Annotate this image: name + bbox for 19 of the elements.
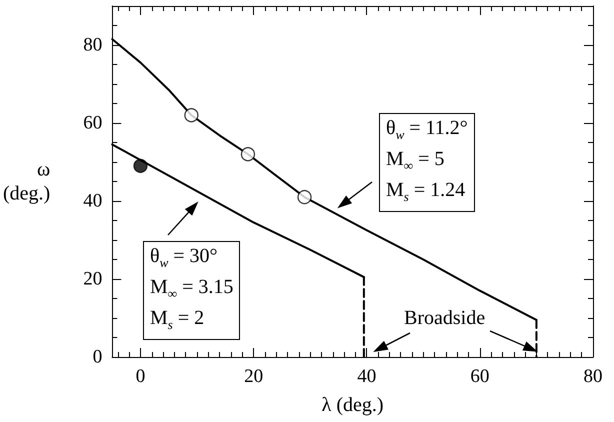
y-tick-label: 20 bbox=[83, 268, 102, 290]
y-axis-title: ω (deg.) bbox=[2, 158, 50, 204]
point bbox=[184, 108, 198, 122]
x-tick-label: 80 bbox=[584, 366, 602, 387]
x-tick-label: 40 bbox=[357, 366, 376, 387]
y-tick-label: 80 bbox=[83, 34, 102, 56]
y-tick-label: 60 bbox=[83, 112, 102, 134]
x-tick-label: 0 bbox=[136, 366, 146, 387]
x-axis-title: λ (deg.) bbox=[322, 394, 384, 416]
point bbox=[133, 158, 148, 173]
text: θ$_{w}$ = 30° M$_{∞}$ = 3.15 M$_{s}$ = 2 bbox=[150, 245, 234, 332]
y-tick-label: 0 bbox=[92, 346, 102, 368]
x-tick-label: 60 bbox=[470, 366, 490, 387]
x-tick-label: 20 bbox=[244, 366, 264, 387]
point bbox=[240, 147, 256, 162]
y-tick-label: 40 bbox=[83, 190, 102, 212]
annotation: Broadside bbox=[404, 306, 486, 330]
point bbox=[297, 190, 312, 204]
text: θ$_{w}$ = 11.2° M$_{∞}$ = 5 M$_{s}$ = 1.24 bbox=[386, 117, 468, 204]
